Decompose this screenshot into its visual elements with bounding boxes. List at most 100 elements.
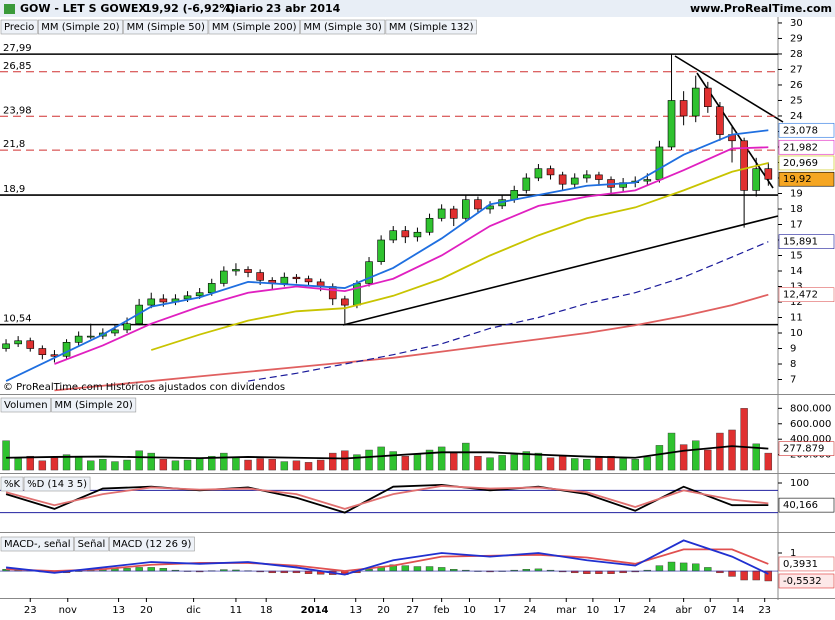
candle-body xyxy=(752,168,761,191)
legend-entry: MM (Simple 200) xyxy=(212,22,297,33)
bar xyxy=(655,565,664,572)
candle-body xyxy=(26,340,35,349)
candle-body xyxy=(159,298,168,303)
y-tick-label: 26 xyxy=(790,80,803,91)
legend-box xyxy=(37,19,123,35)
bar xyxy=(62,454,71,471)
y-tick-label: 100 xyxy=(790,478,809,489)
bar xyxy=(764,452,773,471)
bar xyxy=(341,450,349,471)
last-value-label: 21,982 xyxy=(783,142,818,153)
legend-box xyxy=(0,19,38,35)
bar xyxy=(171,460,180,471)
candle-body xyxy=(595,174,603,180)
legend-entry: MM (Simple 132) xyxy=(389,22,474,33)
instrument-title: GOW - LET S GOWEX xyxy=(20,2,147,15)
bar xyxy=(679,562,688,572)
site: www.ProRealTime.com xyxy=(690,2,832,15)
y-tick-label: 27 xyxy=(790,64,803,75)
series-line xyxy=(6,548,769,572)
bar xyxy=(752,443,760,471)
bar xyxy=(425,566,434,572)
note: © ProRealTime.com Históricos ajustados c… xyxy=(3,381,285,393)
legend-entry: MM (Simple 50) xyxy=(127,22,205,33)
y-tick-label: 15 xyxy=(790,250,803,261)
candle-body xyxy=(716,106,724,135)
x-tick-label: 17 xyxy=(613,605,626,616)
series-line xyxy=(54,146,769,365)
bar xyxy=(304,462,313,471)
bar xyxy=(704,567,712,572)
bar xyxy=(280,461,289,471)
last-value-box xyxy=(778,556,835,572)
bar xyxy=(595,457,603,471)
bar xyxy=(111,461,119,471)
bar xyxy=(450,452,458,471)
candle-body xyxy=(764,168,773,180)
x-tick-label: 11 xyxy=(230,605,243,616)
last-value-label: 20,969 xyxy=(783,158,818,169)
bar xyxy=(159,568,168,572)
bar xyxy=(401,455,410,471)
x-tick-label: 10 xyxy=(587,605,600,616)
bar xyxy=(147,567,155,572)
y-tick-label: 25 xyxy=(790,95,803,106)
icon xyxy=(4,4,15,14)
legend-entry: MM (Simple 20) xyxy=(55,400,133,411)
series-line xyxy=(5,485,769,510)
level-label: 26,85 xyxy=(3,61,32,72)
bar xyxy=(425,449,434,471)
last-value-label: 40,166 xyxy=(783,500,818,511)
x-tick-label: 18 xyxy=(260,605,273,616)
last-value-box xyxy=(778,171,835,187)
last-value-label: -0,5532 xyxy=(783,576,822,587)
bar xyxy=(208,455,216,471)
bar xyxy=(583,570,591,574)
last-value-label: 0,3931 xyxy=(783,559,818,570)
candle-body xyxy=(123,323,131,331)
y-tick-label: 24 xyxy=(790,111,803,122)
last-value-label: 19,92 xyxy=(783,174,812,185)
candle-body xyxy=(534,168,543,179)
bar xyxy=(546,457,555,471)
candle-body xyxy=(643,179,652,182)
bar xyxy=(437,446,446,471)
candle-body xyxy=(328,286,337,300)
y-tick-label: 1 xyxy=(790,548,796,559)
bar xyxy=(679,444,688,471)
series-line xyxy=(5,129,769,382)
x-tick-label: dic xyxy=(186,605,201,616)
y-tick-label: 9 xyxy=(790,344,796,355)
bar xyxy=(256,458,264,471)
bar xyxy=(401,565,410,572)
candle-body xyxy=(111,329,119,334)
bar xyxy=(377,446,385,471)
bar xyxy=(474,455,482,471)
bar xyxy=(498,455,506,471)
y-tick-label: 10 xyxy=(790,328,803,339)
bar xyxy=(244,459,252,471)
bar xyxy=(389,451,397,471)
x-tick-label: 23 xyxy=(24,605,37,616)
x-tick-label: 27 xyxy=(406,605,419,616)
x-tick-label: 23 xyxy=(758,605,771,616)
bar xyxy=(437,567,446,572)
y-tick-label: 7 xyxy=(790,375,796,386)
bar xyxy=(704,449,712,471)
candle-body xyxy=(147,298,156,306)
bar xyxy=(14,458,22,471)
bar xyxy=(159,459,168,471)
last-value-label: 15,891 xyxy=(783,237,818,248)
legend-box xyxy=(208,19,300,35)
bar xyxy=(643,456,652,471)
legend-box xyxy=(0,397,51,413)
level-label: 23,98 xyxy=(3,105,32,116)
y-tick-label: 8 xyxy=(790,359,796,370)
candle-body xyxy=(256,272,264,281)
y-tick-label: 29 xyxy=(790,33,803,44)
bar xyxy=(413,454,422,471)
bar xyxy=(329,452,337,471)
series-line xyxy=(6,445,769,460)
x-tick-label: 20 xyxy=(377,605,390,616)
legend-entry: Precio xyxy=(4,22,34,33)
